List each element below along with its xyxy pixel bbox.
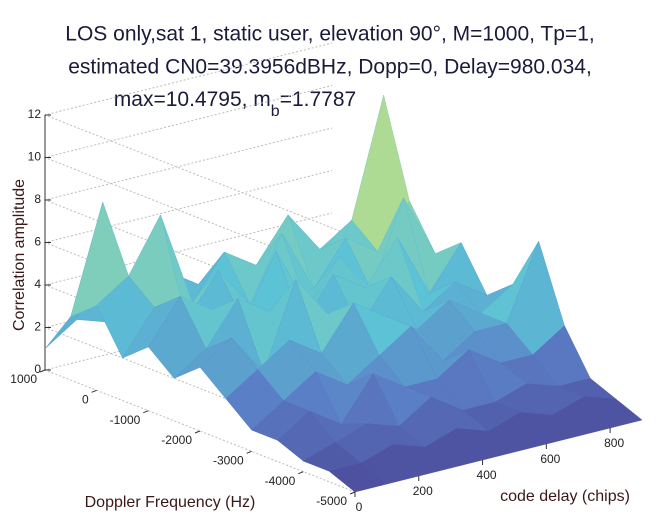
title-part: =1.7787 xyxy=(280,88,357,111)
x-tick-label: 200 xyxy=(413,484,433,498)
y-tick xyxy=(246,450,252,454)
x-tick-label: 600 xyxy=(540,452,560,466)
y-tick-label: -3000 xyxy=(213,454,244,468)
x-tick-label: 400 xyxy=(477,468,497,482)
y-tick-label: -4000 xyxy=(265,474,296,488)
title-part: max=10.4795, m xyxy=(114,88,271,111)
chart-title: max=10.4795, mb=1.7787 xyxy=(114,88,356,121)
x-tick-label: 800 xyxy=(604,436,624,450)
z-tick-label: 10 xyxy=(28,150,42,164)
chart-title: LOS only,sat 1, static user, elevation 9… xyxy=(65,23,594,46)
x-tick-label: 0 xyxy=(356,500,363,514)
z-axis-label: Correlation amplitude xyxy=(11,179,28,331)
y-tick xyxy=(91,389,97,393)
y-tick-label: 1000 xyxy=(10,372,37,386)
z-tick-label: 2 xyxy=(34,320,41,334)
y-tick-label: -2000 xyxy=(161,433,192,447)
title-subscript: b xyxy=(271,103,280,120)
x-axis-label: code delay (chips) xyxy=(500,488,630,505)
y-tick xyxy=(39,369,46,373)
y-tick-label: -1000 xyxy=(110,413,141,427)
y-tick-label: -5000 xyxy=(316,494,347,508)
plot: 024681012020040060080010000-1000-2000-30… xyxy=(10,42,643,514)
y-tick xyxy=(143,410,149,414)
y-tick xyxy=(349,491,356,495)
surface-patch xyxy=(328,462,388,493)
y-tick xyxy=(194,430,201,434)
z-tick-label: 8 xyxy=(34,192,41,206)
z-tick-label: 4 xyxy=(34,277,41,291)
y-tick xyxy=(298,471,304,475)
y-tick-label: 0 xyxy=(82,393,89,407)
chart-title: estimated CN0=39.3956dBHz, Dopp=0, Delay… xyxy=(68,56,592,79)
z-tick-label: 6 xyxy=(34,235,41,249)
z-tick-label: 0 xyxy=(34,362,41,376)
z-tick-label: 12 xyxy=(28,107,42,121)
y-axis-label: Doppler Frequency (Hz) xyxy=(85,494,256,511)
